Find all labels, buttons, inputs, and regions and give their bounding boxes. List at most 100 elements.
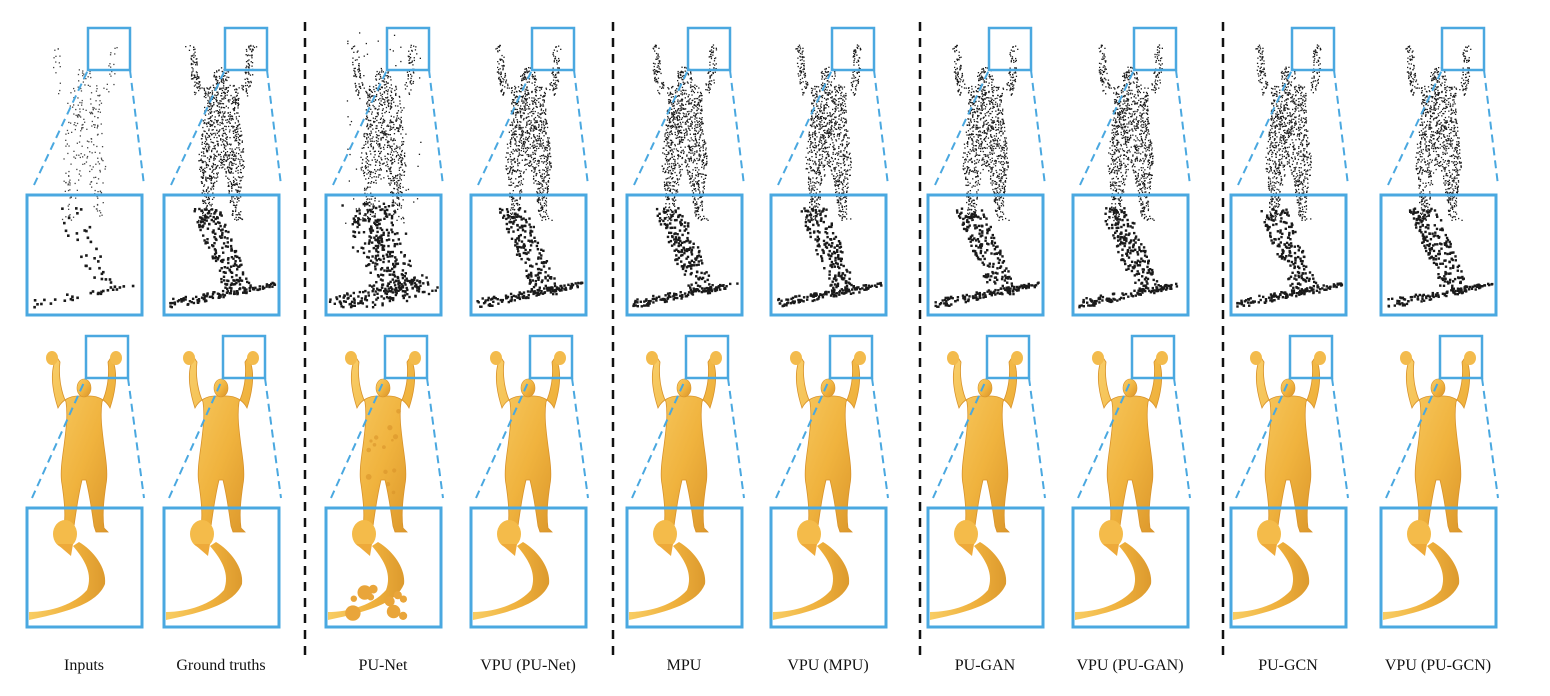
cloud-point <box>680 118 683 120</box>
zoom-artifact <box>399 595 407 603</box>
cloud-point <box>379 97 381 100</box>
zoom-point <box>374 265 377 268</box>
cloud-point <box>401 191 403 193</box>
cloud-point <box>395 94 397 96</box>
cloud-point <box>396 197 398 199</box>
zoom-point <box>394 260 397 263</box>
cloud-point <box>694 133 696 135</box>
zoom-point <box>381 208 384 211</box>
cloud-point <box>538 199 540 201</box>
cloud-point <box>529 133 531 135</box>
cloud-point <box>211 166 214 169</box>
cloud-point <box>364 132 366 135</box>
cloud-point <box>522 142 525 144</box>
zoom-point <box>172 297 175 301</box>
cloud-point <box>372 128 374 130</box>
zoom-point <box>538 286 541 289</box>
cloud-point <box>386 125 388 127</box>
zoom-point <box>369 259 373 262</box>
cloud-point <box>213 74 215 77</box>
zoom-point <box>218 255 221 258</box>
cloud-point <box>557 67 559 69</box>
cloud-point <box>703 178 705 180</box>
cloud-point <box>369 186 371 188</box>
cloud-point <box>525 136 527 138</box>
leader-line <box>428 69 444 186</box>
cloud-point <box>376 112 378 114</box>
cloud-point <box>410 44 412 46</box>
mesh-body <box>47 355 121 533</box>
cloud-point <box>395 150 397 152</box>
cloud-point <box>235 157 237 159</box>
cloud-point <box>498 78 500 80</box>
cloud-point <box>652 62 655 64</box>
cloud-point <box>381 163 384 165</box>
cloud-point <box>211 90 213 92</box>
cloud-point <box>545 122 547 124</box>
cloud-point <box>224 154 226 156</box>
leader-line <box>31 377 87 499</box>
cloud-point <box>545 197 548 199</box>
cloud-point <box>233 137 235 139</box>
cloud-point <box>367 186 369 188</box>
cloud-point <box>397 154 399 156</box>
cloud-point <box>233 152 235 154</box>
cloud-point <box>375 161 378 163</box>
cloud-point <box>655 69 657 72</box>
cloud-point <box>511 91 513 94</box>
cloud-point <box>534 170 536 172</box>
cloud-point <box>399 177 401 180</box>
cloud-point <box>499 44 501 47</box>
cloud-point <box>358 56 360 58</box>
cloud-point <box>394 160 396 163</box>
zoom-point <box>550 286 553 289</box>
zoom-point <box>538 252 541 255</box>
cloud-point <box>370 181 373 183</box>
cloud-point <box>403 174 405 176</box>
zoom-point <box>531 279 534 282</box>
cloud-point <box>237 130 239 133</box>
cloud-point <box>208 134 210 137</box>
cloud-point <box>531 145 533 147</box>
cloud-point <box>217 145 219 147</box>
cloud-point <box>522 134 524 136</box>
cloud-point <box>96 88 98 90</box>
cloud-point <box>222 79 224 81</box>
cloud-point <box>82 70 84 72</box>
cloud-point <box>237 126 239 128</box>
cloud-point <box>395 88 398 90</box>
cloud-point <box>499 73 502 76</box>
zoom-point <box>494 297 497 300</box>
cloud-point <box>510 130 513 132</box>
cloud-point <box>502 66 504 68</box>
cloud-point <box>239 127 241 129</box>
cloud-point <box>381 131 383 133</box>
cloud-point <box>510 181 512 183</box>
cloud-point <box>365 161 367 163</box>
zoom-point <box>261 285 265 288</box>
cloud-point <box>697 174 700 176</box>
cloud-point <box>367 128 369 130</box>
cloud-point <box>516 136 518 138</box>
cloud-point <box>367 133 369 135</box>
cloud-point <box>97 125 99 127</box>
zoom-point <box>537 271 540 275</box>
cloud-point <box>539 89 541 92</box>
cloud-point <box>200 176 202 178</box>
cloud-point <box>400 46 402 48</box>
cloud-point <box>533 141 535 143</box>
cloud-point <box>404 162 406 164</box>
zoom-point <box>357 222 360 225</box>
zoom-point <box>202 293 205 296</box>
cloud-point <box>237 103 240 105</box>
cloud-point <box>534 144 536 146</box>
cloud-point <box>80 175 82 177</box>
cloud-point <box>544 93 546 95</box>
cloud-point <box>197 219 200 222</box>
zoom-point <box>527 258 531 261</box>
cloud-point <box>77 116 79 118</box>
cloud-point <box>209 123 211 125</box>
cloud-point <box>251 54 253 56</box>
cloud-point <box>228 101 230 103</box>
